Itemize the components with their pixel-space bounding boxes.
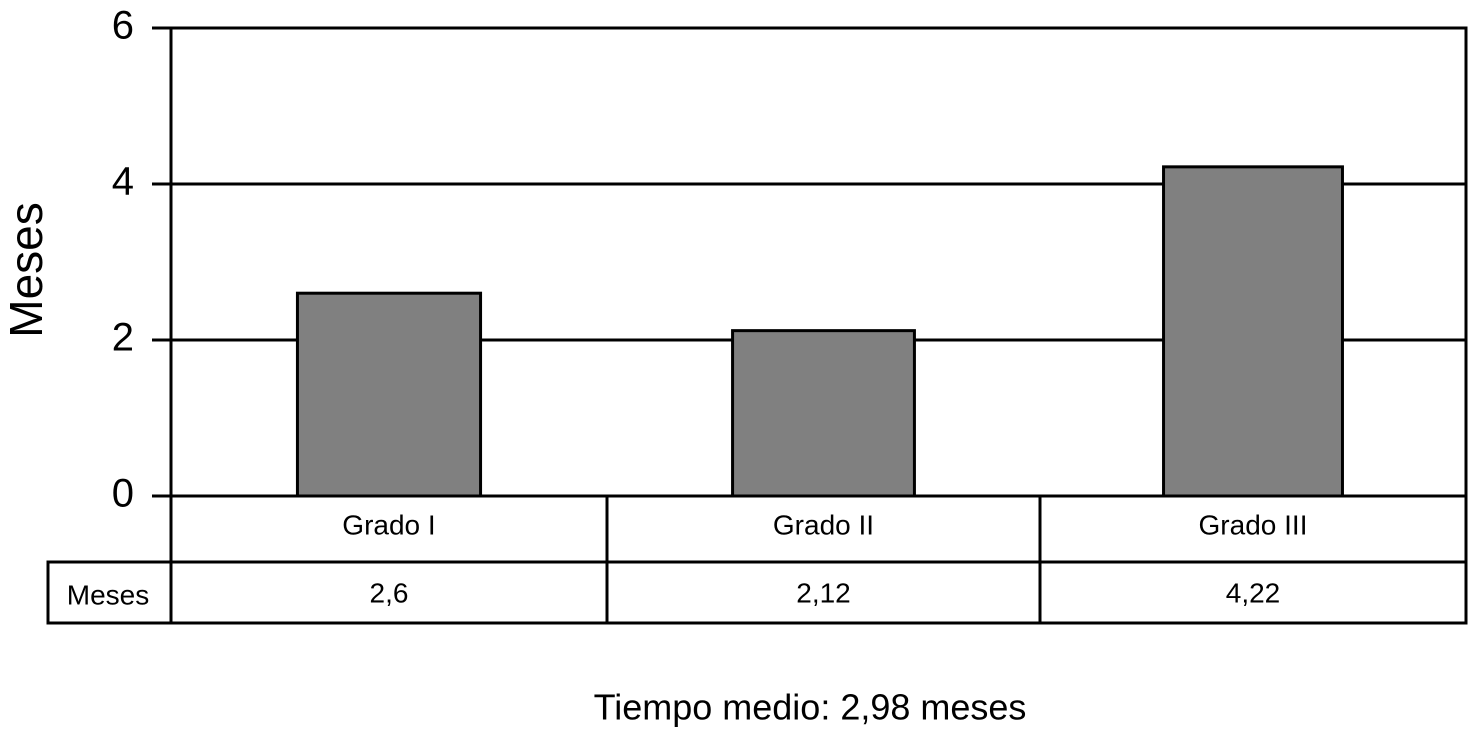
- y-tick-label: 0: [112, 472, 134, 516]
- bar: [731, 329, 916, 498]
- value-label: 2,12: [796, 577, 851, 608]
- y-axis-label: Meses: [0, 202, 52, 337]
- y-tick-label: 6: [112, 4, 134, 48]
- x-tick-label: Grado III: [1199, 509, 1308, 540]
- y-tick-label: 4: [112, 160, 134, 204]
- value-label: 4,22: [1226, 577, 1281, 608]
- bar: [295, 291, 483, 498]
- table-header-cell: [46, 560, 173, 625]
- x-tick-label: Grado II: [773, 509, 874, 540]
- x-tick-label: Grado I: [342, 509, 435, 540]
- caption: Tiempo medio: 2,98 meses: [594, 687, 1027, 728]
- value-label: 2,6: [370, 577, 409, 608]
- bar: [1162, 165, 1344, 498]
- y-tick-label: 2: [112, 316, 134, 360]
- table-row-label: Meses: [67, 579, 149, 610]
